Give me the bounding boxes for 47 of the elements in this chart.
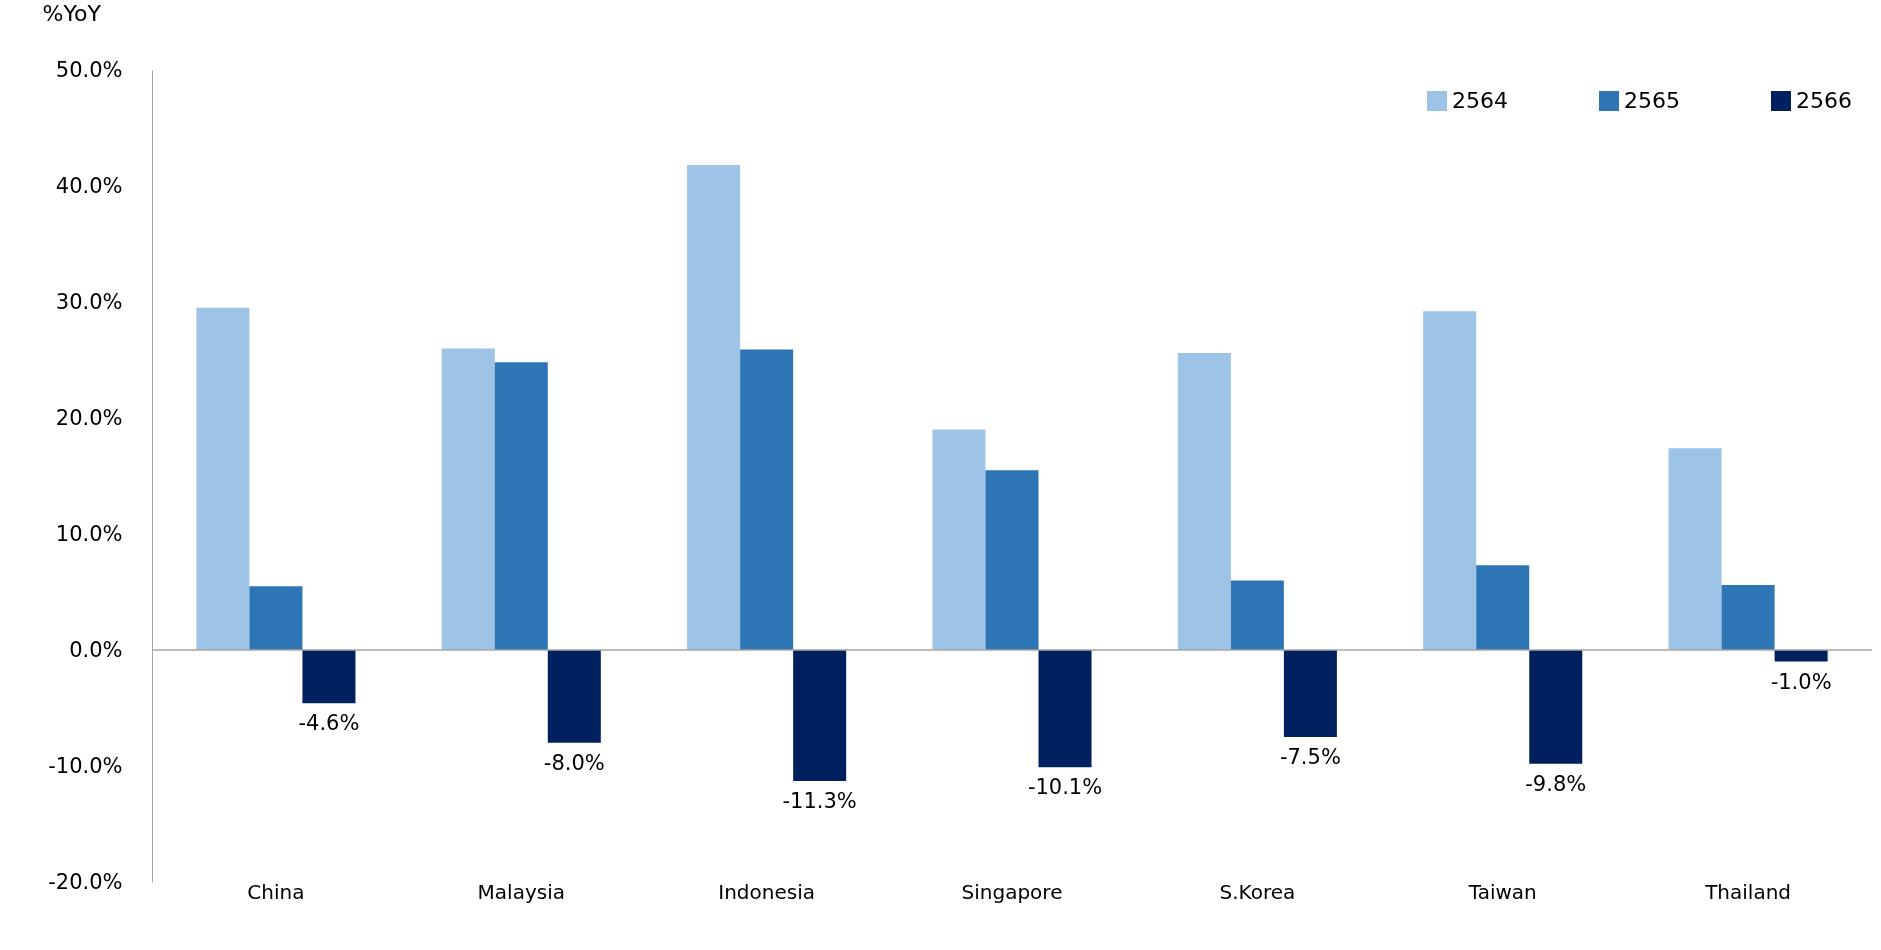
bar <box>249 586 303 650</box>
x-tick-label: Singapore <box>961 879 1063 904</box>
y-tick-label: 50.0% <box>55 57 123 82</box>
y-tick-label: 30.0% <box>55 289 123 314</box>
bar <box>302 650 356 704</box>
y-tick-label: 0.0% <box>69 637 123 662</box>
data-label: -8.0% <box>543 750 605 775</box>
legend-label: 2566 <box>1796 88 1852 113</box>
x-tick-label: Indonesia <box>718 879 815 904</box>
data-label: -10.1% <box>1027 775 1103 800</box>
legend-label: 2564 <box>1452 88 1508 113</box>
x-tick-label: China <box>247 879 305 904</box>
bar <box>1774 650 1828 662</box>
y-axis-title: %YoY <box>42 0 102 26</box>
bar <box>687 165 741 650</box>
bar <box>985 470 1039 650</box>
bar <box>740 349 794 650</box>
bar <box>547 650 601 743</box>
y-tick-label: -10.0% <box>48 753 123 778</box>
bar <box>1230 580 1284 650</box>
x-tick-label: Malaysia <box>477 879 565 904</box>
bar <box>1038 650 1092 768</box>
legend-label: 2565 <box>1624 88 1680 113</box>
y-tick-label: 40.0% <box>55 173 123 198</box>
bar <box>494 362 548 650</box>
y-tick-label: 10.0% <box>55 521 123 546</box>
x-tick-label: S.Korea <box>1219 879 1296 904</box>
bar <box>793 650 847 782</box>
bar <box>1668 448 1722 650</box>
data-label: -1.0% <box>1770 669 1832 694</box>
x-tick-label: Thailand <box>1704 879 1792 904</box>
bar <box>196 307 250 650</box>
bar <box>932 429 986 650</box>
y-tick-label: 20.0% <box>55 405 123 430</box>
bar <box>441 348 495 650</box>
bar <box>1423 311 1477 650</box>
bar <box>1476 565 1530 650</box>
data-label: -11.3% <box>782 789 857 814</box>
data-label: -9.8% <box>1525 771 1587 796</box>
data-label: -7.5% <box>1279 745 1341 769</box>
y-tick-label: -20.0% <box>48 869 123 894</box>
x-tick-label: Taiwan <box>1467 879 1537 904</box>
data-label: -4.6% <box>298 711 360 736</box>
bar <box>1283 650 1337 737</box>
bar <box>1721 585 1775 650</box>
bar <box>1177 353 1231 650</box>
bar <box>1529 650 1583 764</box>
